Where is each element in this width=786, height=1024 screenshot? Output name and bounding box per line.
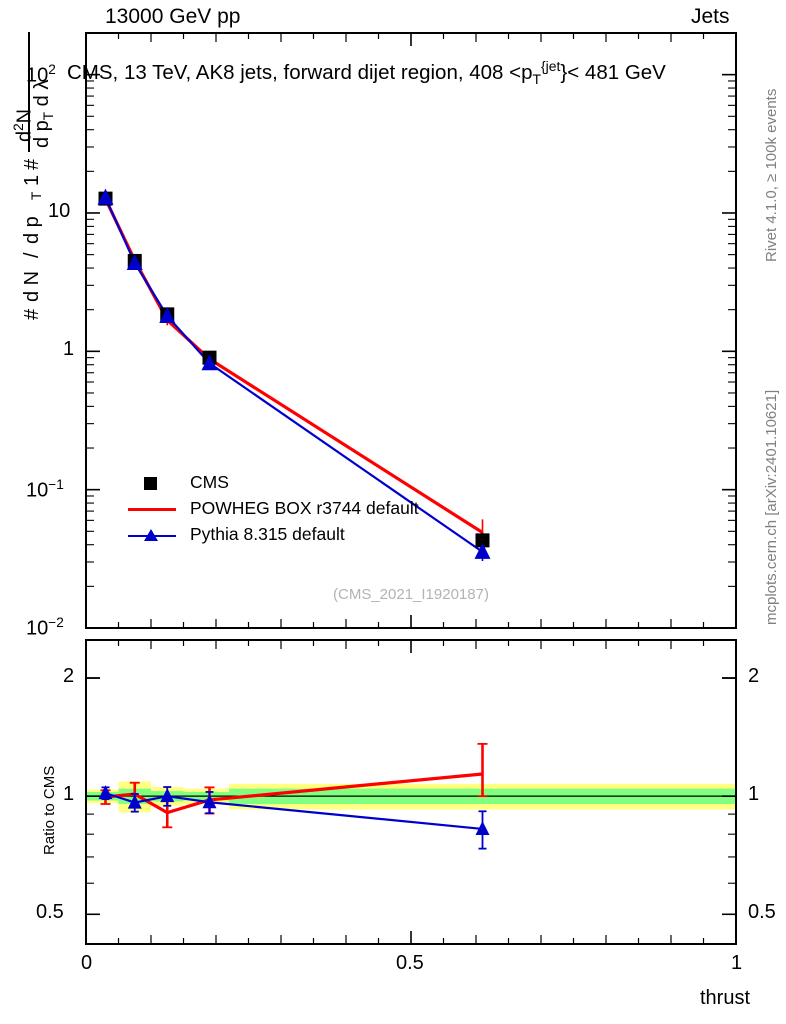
ratio-marker-triangle [127, 794, 142, 809]
main-marker-triangle [201, 354, 218, 371]
main-ytick-label-4: 102 [26, 61, 56, 87]
x-tick-label-1: 0.5 [396, 952, 424, 974]
x-axis-label: thrust [700, 987, 751, 1009]
main-marker-triangle [97, 188, 114, 205]
ratio-ytick-label-right-0: 0.5 [748, 901, 776, 924]
main-panel-frame [85, 32, 737, 629]
triangle-marker-icon [144, 529, 158, 541]
ratio-ytick-label-right-1: 1 [748, 783, 760, 806]
plot-title-suffix: }< 481 GeV [560, 60, 666, 84]
main-marker-square [475, 533, 490, 548]
ratio-marker-triangle [160, 788, 175, 803]
plot-title-prefix: CMS, 13 TeV, AK8 jets, forward dijet reg… [67, 60, 533, 84]
x-tick-label-0: 0 [81, 952, 93, 974]
ratio-marker-triangle [202, 794, 217, 809]
legend-label-2: Pythia 8.315 default [190, 524, 345, 544]
ratio-ytick-label-right-2: 2 [748, 665, 760, 688]
main-ytick-label-3: 10 [48, 199, 71, 222]
plot-title-sup: {jet [541, 58, 561, 74]
ratio-ytick-label-left-1: 1 [63, 783, 75, 806]
main-marker-triangle [126, 253, 143, 270]
main-ytick-label-0: 10−2 [26, 615, 64, 640]
ratio-marker-triangle [475, 820, 490, 835]
header-beam-label: 13000 GeV pp [105, 5, 241, 28]
plot-title: CMS, 13 TeV, AK8 jets, forward dijet reg… [67, 58, 666, 87]
legend-label-1: POWHEG BOX r3744 default [190, 498, 419, 518]
main-marker-triangle [474, 542, 491, 559]
ratio-ytick-label-left-2: 2 [63, 665, 75, 688]
x-tick-label-2: 1 [731, 952, 743, 974]
legend-label-0: CMS [190, 472, 229, 492]
ratio-marker-triangle [98, 785, 113, 800]
square-marker-icon [144, 477, 157, 490]
ratio-ytick-label-left-0: 0.5 [36, 901, 64, 924]
plot-title-sub: T [532, 70, 542, 87]
main-ytick-label-1: 10−1 [26, 476, 64, 502]
analysis-id-watermark: (CMS_2021_I1920187) [333, 586, 489, 603]
header-category-label: Jets [691, 5, 730, 28]
main-marker-triangle [159, 307, 176, 324]
line-marker-icon [128, 508, 176, 511]
main-curve-powheg [104, 198, 484, 534]
main-ytick-label-2: 1 [63, 338, 75, 361]
